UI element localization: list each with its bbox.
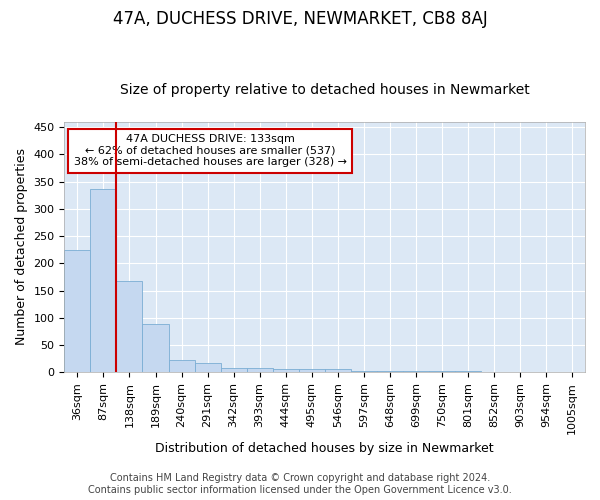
Bar	[247, 368, 272, 372]
Text: 47A DUCHESS DRIVE: 133sqm
← 62% of detached houses are smaller (537)
38% of semi: 47A DUCHESS DRIVE: 133sqm ← 62% of detac…	[74, 134, 347, 168]
X-axis label: Distribution of detached houses by size in Newmarket: Distribution of detached houses by size …	[155, 442, 494, 455]
Bar	[64, 250, 91, 372]
Text: Contains HM Land Registry data © Crown copyright and database right 2024.
Contai: Contains HM Land Registry data © Crown c…	[88, 474, 512, 495]
Bar	[299, 370, 325, 372]
Bar	[221, 368, 247, 372]
Bar	[403, 371, 429, 372]
Bar	[325, 370, 351, 372]
Bar	[169, 360, 194, 372]
Bar	[429, 371, 455, 372]
Bar	[351, 370, 377, 372]
Title: Size of property relative to detached houses in Newmarket: Size of property relative to detached ho…	[120, 83, 530, 97]
Bar	[194, 363, 221, 372]
Bar	[116, 280, 142, 372]
Y-axis label: Number of detached properties: Number of detached properties	[15, 148, 28, 346]
Bar	[142, 324, 169, 372]
Bar	[91, 188, 116, 372]
Bar	[455, 371, 481, 372]
Bar	[377, 371, 403, 372]
Bar	[272, 370, 299, 372]
Text: 47A, DUCHESS DRIVE, NEWMARKET, CB8 8AJ: 47A, DUCHESS DRIVE, NEWMARKET, CB8 8AJ	[113, 10, 487, 28]
